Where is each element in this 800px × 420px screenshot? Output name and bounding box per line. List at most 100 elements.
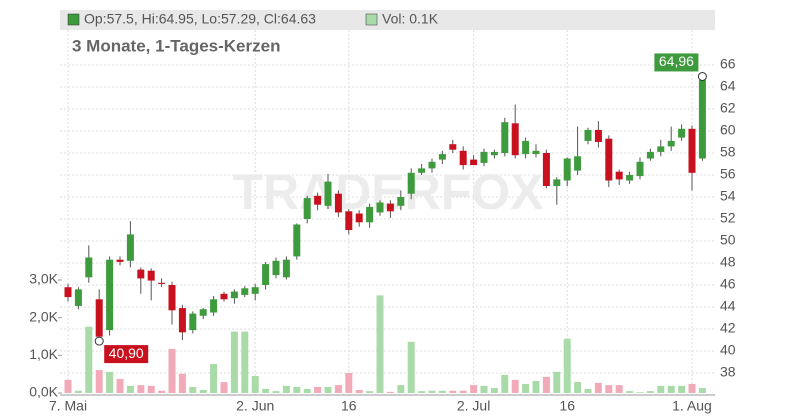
y-tick-label: 48: [720, 254, 736, 270]
y-tick-label: 62: [720, 100, 736, 116]
candle-body: [137, 269, 145, 279]
x-tick-label: 16: [559, 398, 575, 414]
candle-body: [262, 264, 270, 285]
candle-body: [251, 287, 259, 294]
watermark: TRADERFOX: [232, 164, 543, 220]
volume-bar: [293, 386, 301, 393]
volume-bar: [168, 348, 176, 393]
volume-bar: [698, 388, 706, 393]
volume-bar: [480, 385, 488, 393]
x-tick-label: 7. Mai: [49, 398, 87, 414]
candle-body: [594, 129, 602, 142]
candle-body: [293, 224, 301, 257]
volume-bar: [303, 388, 311, 393]
volume-bar: [251, 376, 259, 393]
candle-body: [449, 144, 457, 150]
x-tick-label: 2. Jul: [457, 398, 490, 414]
volume-bar: [345, 373, 353, 393]
candle-body: [241, 288, 249, 295]
candle-body: [168, 285, 176, 311]
candle-body: [563, 158, 571, 181]
y-tick-label: 58: [720, 144, 736, 160]
candle-body: [220, 293, 228, 300]
candle-body: [407, 172, 415, 194]
volume-bar: [626, 391, 634, 393]
x-tick-label: 2. Jun: [236, 398, 274, 414]
y-tick-label: 64: [720, 78, 736, 94]
y-tick-label: 44: [720, 298, 736, 314]
candle-body: [657, 146, 665, 152]
volume-bar: [574, 382, 582, 393]
candle-body: [334, 193, 342, 213]
y2-tick-label: 1,0K: [29, 346, 58, 362]
candle-body: [511, 123, 519, 156]
header-bar: [60, 10, 715, 30]
last-price-box: [654, 53, 699, 72]
candle-body: [615, 171, 623, 180]
candle-body: [470, 159, 478, 166]
volume-bar: [657, 385, 665, 393]
volume-bar: [594, 382, 602, 393]
volume-bar: [210, 363, 218, 393]
candle-body: [532, 150, 540, 155]
volume-bar: [688, 383, 696, 393]
y-tick-label: 46: [720, 276, 736, 292]
volume-bar: [199, 389, 207, 393]
candle-body: [584, 129, 592, 141]
candle-body: [459, 150, 467, 166]
candle-body: [667, 140, 675, 147]
volume-bar: [272, 391, 280, 393]
volume-bar: [230, 331, 238, 393]
volume-bar: [553, 371, 561, 393]
volume-bar: [667, 385, 675, 393]
candle-body: [698, 80, 706, 159]
last-price-marker: [697, 71, 707, 81]
candle-body: [397, 197, 405, 206]
candle-body: [210, 299, 218, 313]
candle-body: [189, 313, 197, 331]
volume-bar: [386, 391, 394, 393]
volume-bar: [85, 326, 93, 393]
low-price-label: 40,90: [109, 345, 144, 361]
y-tick-label: 66: [720, 56, 736, 72]
volume-bar: [137, 385, 145, 393]
volume-bar: [449, 390, 457, 393]
volume-text: Vol: 0.1K: [382, 11, 439, 27]
volume-bar: [147, 385, 155, 393]
volume-bar: [511, 379, 519, 393]
volume-bar: [605, 385, 613, 393]
candle-body: [272, 260, 280, 276]
volume-bar: [418, 391, 426, 393]
candle-body: [501, 122, 509, 153]
volume-bar: [376, 295, 384, 393]
low-price-marker: [94, 336, 104, 346]
volume-bar: [324, 386, 332, 393]
candle-body: [199, 309, 207, 316]
candle-body: [605, 138, 613, 181]
volume-bar: [158, 390, 166, 393]
candle-body: [147, 270, 155, 281]
candle-body: [490, 151, 498, 156]
volume-bar: [355, 389, 363, 393]
candle-body: [366, 206, 374, 223]
volume-bar: [678, 385, 686, 393]
y2-tick-label: 3,0K: [29, 271, 58, 287]
volume-swatch: [365, 13, 378, 26]
volume-bar: [334, 385, 342, 393]
volume-bar: [64, 379, 72, 393]
candle-body: [574, 156, 582, 171]
candle-body: [438, 154, 446, 160]
candle-body: [688, 128, 696, 173]
candle-body: [480, 151, 488, 163]
candle-body: [553, 179, 561, 186]
y-tick-label: 40: [720, 342, 736, 358]
candle-body: [74, 289, 82, 306]
volume-bar: [262, 388, 270, 393]
candle-body: [178, 308, 186, 333]
volume-bar: [584, 388, 592, 393]
volume-bar: [459, 390, 467, 393]
volume-bar: [490, 388, 498, 393]
candle-body: [282, 259, 290, 278]
volume-bar: [366, 391, 374, 393]
candle-body: [636, 161, 644, 177]
